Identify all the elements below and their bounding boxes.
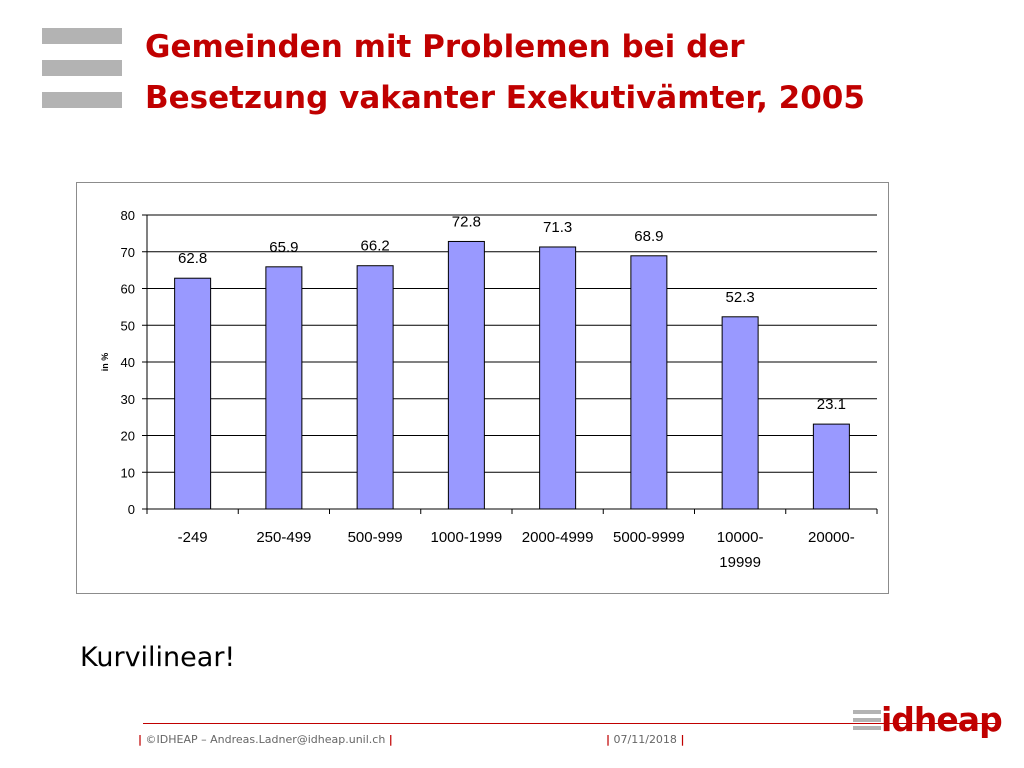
footer-pipe: | [138, 733, 143, 746]
y-tick-label: 10 [121, 465, 135, 480]
x-tick-label: 2000-4999 [522, 529, 594, 546]
bar [356, 265, 394, 510]
y-tick-label: 30 [121, 392, 135, 407]
bar-value-label: 66.2 [361, 238, 390, 255]
bar-chart: 0 10 20 30 40 50 60 70 80 in % 62.8 -249 65.9 250-499… [100, 208, 878, 571]
bar-value-label: 52.3 [726, 289, 755, 306]
x-tick-label: 20000- [808, 529, 855, 546]
slide-note: Kurvilinear! [80, 642, 236, 673]
bar [630, 255, 668, 510]
x-tick-label: 19999 [719, 554, 761, 571]
brand-wordmark: idheap [881, 700, 1003, 739]
slide-title-line-2: Besetzung vakanter Exekutivämter, 2005 [145, 80, 865, 116]
x-tick-label: 10000- [717, 529, 764, 546]
footer-pipe: | [680, 733, 685, 746]
footer-pipe: | [388, 733, 393, 746]
brand-stripes-icon [853, 710, 881, 730]
logo-bars-icon [42, 28, 122, 108]
footer-credit-text: ©IDHEAP – Andreas.Ladner@idheap.unil.ch [145, 733, 386, 746]
y-tick-label: 80 [121, 208, 135, 223]
bar [265, 266, 303, 510]
bar-value-label: 72.8 [452, 213, 481, 230]
bar-value-label: 65.9 [269, 239, 298, 256]
bar-value-label: 68.9 [634, 228, 663, 245]
x-tick-label: 500-999 [348, 529, 403, 546]
bar [539, 246, 577, 510]
y-tick-label: 20 [121, 429, 135, 444]
footer-date: | 07/11/2018 | [606, 733, 684, 746]
footer-divider [143, 723, 998, 724]
bar-value-label: 62.8 [178, 250, 207, 267]
footer-pipe: | [606, 733, 611, 746]
bar-value-label: 23.1 [817, 396, 846, 413]
y-tick-label: 40 [121, 355, 135, 370]
slide-title-line-1: Gemeinden mit Problemen bei der [145, 29, 745, 65]
y-tick-label: 60 [121, 282, 135, 297]
x-tick-label: 5000-9999 [613, 529, 685, 546]
chart-frame: 0 10 20 30 40 50 60 70 80 in % 62.8 -249 65.9 250-499… [76, 182, 889, 594]
bar [174, 277, 212, 510]
bar-value-label: 71.3 [543, 219, 572, 236]
y-tick-label: 50 [121, 318, 135, 333]
y-axis-label: in % [100, 353, 110, 372]
y-tick-label: 0 [128, 502, 135, 517]
bar [447, 240, 485, 510]
x-tick-label: 1000-1999 [431, 529, 503, 546]
y-tick-label: 70 [121, 245, 135, 260]
x-tick-label: 250-499 [256, 529, 311, 546]
footer-credit: | ©IDHEAP – Andreas.Ladner@idheap.unil.c… [138, 733, 393, 746]
slide-title: Gemeinden mit Problemen bei der Besetzun… [145, 22, 1015, 124]
bar [721, 316, 759, 510]
footer-date-text: 07/11/2018 [613, 733, 677, 746]
bar [812, 423, 850, 510]
x-tick-label: -249 [178, 529, 208, 546]
